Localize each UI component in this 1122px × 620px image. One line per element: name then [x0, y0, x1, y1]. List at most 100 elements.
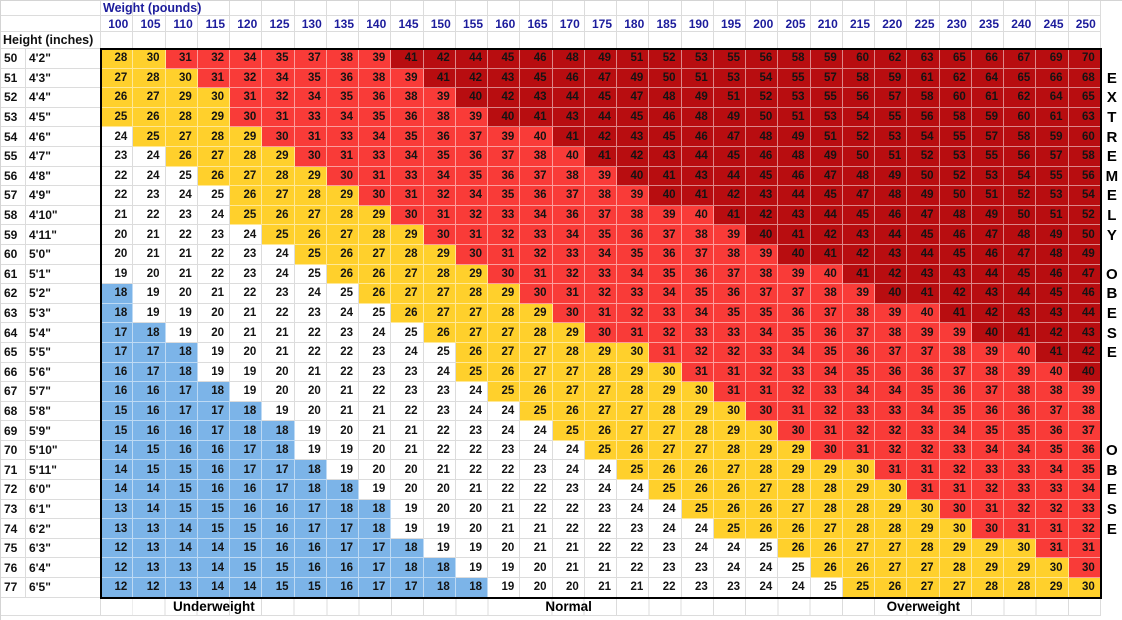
bmi-cell: 31 [262, 107, 295, 128]
header-blank-cell [907, 32, 940, 49]
height-inches-label: 75 [1, 538, 26, 559]
bmi-cell: 25 [133, 127, 166, 147]
bmi-cell: 34 [520, 205, 553, 226]
height-feet-label: 5'0" [26, 244, 102, 265]
bmi-cell: 26 [133, 107, 166, 128]
height-feet-label: 4'8" [26, 166, 102, 187]
height-feet-label: 6'5" [26, 578, 102, 598]
bmi-cell: 21 [165, 264, 198, 285]
bmi-cell: 19 [488, 578, 521, 598]
header-blank-cell [746, 32, 779, 49]
bmi-cell: 37 [713, 264, 747, 285]
bmi-cell: 24 [584, 480, 618, 500]
bmi-cell: 38 [423, 107, 456, 128]
header-blank-cell [875, 1, 908, 16]
bmi-cell: 15 [230, 519, 263, 539]
bmi-cell: 17 [359, 538, 392, 559]
bmi-cell: 30 [552, 303, 585, 324]
side-letter: E [1100, 146, 1122, 167]
bmi-cell: 59 [875, 68, 908, 89]
bmi-cell: 56 [746, 49, 779, 69]
bmi-cell: 56 [1068, 166, 1101, 187]
bmi-cell: 14 [165, 538, 198, 559]
bmi-cell: 30 [1068, 558, 1101, 579]
bmi-cell: 24 [359, 323, 392, 343]
bmi-cell: 28 [681, 421, 714, 441]
height-feet-label: 5'8" [26, 401, 102, 422]
header-blank-cell [681, 1, 714, 16]
bmi-cell: 49 [907, 186, 940, 206]
bmi-cell: 33 [617, 284, 650, 304]
bmi-cell: 52 [842, 127, 876, 147]
bmi-cell: 32 [971, 480, 1005, 500]
bmi-cell: 43 [649, 146, 682, 167]
bmi-cell: 27 [230, 166, 263, 187]
bmi-cell: 25 [681, 499, 714, 520]
bmi-cell: 17 [262, 480, 295, 500]
bmi-cell: 24 [197, 205, 231, 226]
table-row: 51 4'3" 27 28 30 31 32 34 35 36 38 39 41 42 43 45 46 47 49… [1, 68, 1122, 89]
bmi-cell: 52 [907, 146, 940, 167]
bmi-cell: 43 [842, 225, 876, 245]
bmi-cell: 37 [455, 127, 489, 147]
weight-col-header: 225 [907, 16, 940, 32]
bmi-cell: 23 [262, 284, 295, 304]
bmi-cell: 44 [1004, 284, 1037, 304]
header-blank-cell [133, 1, 166, 16]
bmi-cell: 25 [617, 460, 650, 481]
bmi-cell: 23 [391, 362, 424, 383]
bmi-cell: 33 [713, 323, 747, 343]
height-inches-label: 57 [1, 186, 26, 206]
bmi-cell: 58 [1004, 127, 1037, 147]
header-blank-cell [520, 1, 553, 16]
bmi-cell: 20 [101, 244, 134, 265]
header-blank-cell [681, 32, 714, 49]
bmi-cell: 21 [133, 225, 166, 245]
bmi-cell: 26 [326, 244, 360, 265]
bmi-cell: 27 [520, 362, 553, 383]
bmi-cell: 27 [810, 519, 843, 539]
bmi-cell: 15 [165, 460, 198, 481]
weight-col-header: 205 [778, 16, 811, 32]
side-letter [1100, 362, 1122, 383]
bmi-cell: 36 [455, 146, 489, 167]
bmi-cell: 29 [423, 244, 456, 265]
bmi-cell: 25 [842, 578, 876, 598]
bmi-cell: 39 [423, 88, 456, 108]
bmi-cell: 34 [842, 382, 876, 402]
bmi-cell: 18 [294, 460, 327, 481]
side-letter [1100, 382, 1122, 402]
footer-blank [1, 597, 102, 616]
bmi-cell: 33 [875, 401, 908, 422]
bmi-cell: 68 [1068, 68, 1101, 89]
side-letter: B [1100, 284, 1122, 304]
bmi-cell: 48 [1004, 225, 1037, 245]
bmi-cell: 27 [262, 186, 295, 206]
header-blank-cell [778, 32, 811, 49]
bmi-cell: 51 [617, 49, 650, 69]
bmi-cell: 65 [1068, 88, 1101, 108]
bmi-cell: 16 [101, 362, 134, 383]
bmi-cell: 16 [101, 382, 134, 402]
height-inches-label: 60 [1, 244, 26, 265]
bmi-cell: 43 [971, 284, 1005, 304]
bmi-cell: 24 [455, 382, 489, 402]
bmi-cell: 31 [391, 186, 424, 206]
bmi-cell: 30 [294, 146, 327, 167]
bmi-cell: 52 [939, 166, 972, 187]
side-margin-cell [1100, 1, 1122, 16]
table-row: 76 6'4" 12 13 13 14 15 15 16 16 17 18 18 19 19 20 21 21 22… [1, 558, 1122, 579]
bmi-cell: 13 [101, 499, 134, 520]
bmi-cell: 61 [1036, 107, 1069, 128]
bmi-cell: 35 [778, 323, 811, 343]
bmi-cell: 40 [649, 186, 682, 206]
bmi-cell: 14 [230, 578, 263, 598]
table-row: 61 5'1" 19 20 21 22 23 24 25 26 26 27 28 29 30 31 32 33 34… [1, 264, 1122, 285]
bmi-cell: 31 [197, 68, 231, 89]
bmi-cell: 32 [617, 303, 650, 324]
bmi-cell: 19 [359, 480, 392, 500]
weight-col-header: 145 [391, 16, 424, 32]
bmi-cell: 19 [230, 382, 263, 402]
side-letter: O [1100, 440, 1122, 461]
bmi-cell: 24 [520, 440, 553, 461]
